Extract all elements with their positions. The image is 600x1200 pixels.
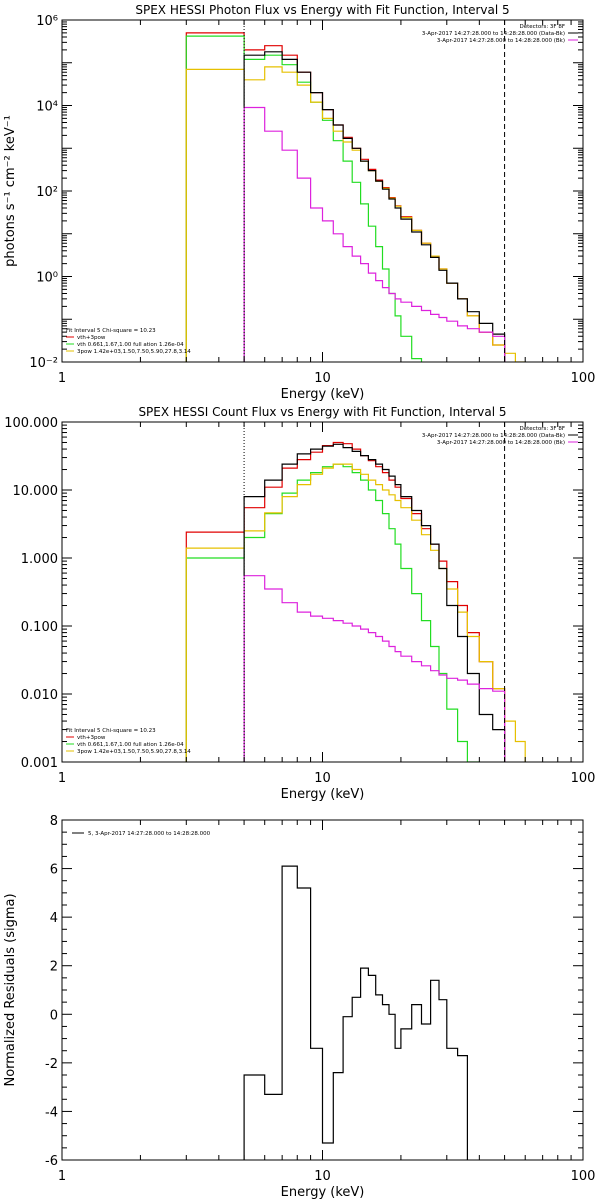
y-tick-label: 0.010 <box>21 688 58 703</box>
x-axis-label: Energy (keV) <box>281 1185 365 1200</box>
y-tick-label: 4 <box>50 911 58 926</box>
x-tick-label: 10 <box>314 771 331 786</box>
y-tick-label: 1.000 <box>21 552 58 567</box>
y-tick-label: 100.000 <box>4 416 58 431</box>
x-tick-label: 1 <box>58 1169 66 1184</box>
series-line-vth-3pow <box>185 32 506 362</box>
y-tick-label: -2 <box>45 1057 58 1072</box>
y-tick-label: 8 <box>50 814 58 829</box>
series-line-3pow <box>185 463 526 762</box>
series-line-data-bk <box>243 443 506 762</box>
series-line-vth <box>185 463 480 762</box>
y-tick-label: 10⁰ <box>36 271 58 286</box>
series-line-5-3-apr-2017-14-27-28-000-to-14-28-28-000 <box>243 865 468 1160</box>
series-line-vth <box>185 35 423 362</box>
x-tick-label: 10 <box>314 371 331 386</box>
legend-entry: Fit Interval 5 Chi-square = 10.23 <box>66 328 156 334</box>
x-tick-label: 100 <box>571 771 596 786</box>
y-axis-label: Normalized Residuals (sigma) <box>3 893 18 1086</box>
chart-panel-1: SPEX HESSI Photon Flux vs Energy with Fi… <box>3 3 595 402</box>
chart-panel-2: SPEX HESSI Count Flux vs Energy with Fit… <box>4 405 595 802</box>
y-tick-label: -6 <box>45 1154 58 1169</box>
legend-entry: 3-Apr-2017 14:27:28.000 to 14:28:28.000 … <box>422 433 565 439</box>
legend-entry: Detectors: 3F 8F <box>519 24 565 30</box>
y-tick-label: 10.000 <box>13 484 59 499</box>
x-tick-label: 10 <box>314 1169 331 1184</box>
legend-entry: vth 0.661,1.67,1.00 full ation 1.26e-04 <box>77 742 184 748</box>
y-tick-label: 2 <box>50 960 58 975</box>
series-line-bk <box>243 106 506 362</box>
y-tick-label: 0 <box>50 1008 58 1023</box>
y-tick-label: 10⁴ <box>36 100 58 115</box>
y-tick-label: 6 <box>50 863 58 878</box>
series-line-data-bk <box>243 51 506 362</box>
series-line-vth-3pow <box>185 441 506 762</box>
y-tick-label: 10⁻² <box>29 356 58 371</box>
y-tick-label: 0.100 <box>21 620 58 635</box>
legend-entry: Detectors: 3F 8F <box>519 426 565 432</box>
x-tick-label: 1 <box>58 771 66 786</box>
x-tick-label: 100 <box>571 1169 596 1184</box>
legend-entry: 3-Apr-2017 14:27:28.000 to 14:28:28.000 … <box>437 38 565 44</box>
series-line-3pow <box>185 66 526 362</box>
x-axis-label: Energy (keV) <box>281 387 365 402</box>
legend-entry: 3-Apr-2017 14:27:28.000 to 14:28:28.000 … <box>422 31 565 37</box>
chart-title: SPEX HESSI Count Flux vs Energy with Fit… <box>138 405 506 419</box>
x-tick-label: 100 <box>571 371 596 386</box>
y-tick-label: -4 <box>45 1105 58 1120</box>
legend-entry: vth+3pow <box>77 335 106 341</box>
legend-entry: 5, 3-Apr-2017 14:27:28.000 to 14:28:28.0… <box>88 831 211 837</box>
legend-entry: 3pow 1.42e+03,1.50,7.50,5.90,27.8,3.14 <box>77 349 191 355</box>
chart-panel-3: 1 10 100 -6 -4 -2 0 2 4 6 8 Energy (keV) Normalized … <box>3 814 595 1200</box>
legend-entry: 3pow 1.42e+03,1.50,7.50,5.90,27.8,3.14 <box>77 749 191 755</box>
x-axis-label: Energy (keV) <box>281 787 365 802</box>
legend-entry: 3-Apr-2017 14:27:28.000 to 14:28:28.000 … <box>437 440 565 446</box>
legend-entry: vth+3pow <box>77 735 106 741</box>
series-line-bk <box>243 575 506 762</box>
y-axis-label: photons s⁻¹ cm⁻² keV⁻¹ <box>3 115 18 267</box>
legend-entry: vth 0.661,1.67,1.00 full ation 1.26e-04 <box>77 342 184 348</box>
y-tick-label: 0.001 <box>21 756 58 771</box>
x-tick-label: 1 <box>58 371 66 386</box>
chart-title: SPEX HESSI Photon Flux vs Energy with Fi… <box>135 3 509 17</box>
y-tick-label: 10⁶ <box>36 14 58 29</box>
y-tick-label: 10² <box>36 185 58 200</box>
legend-entry: Fit Interval 5 Chi-square = 10.23 <box>66 728 156 734</box>
